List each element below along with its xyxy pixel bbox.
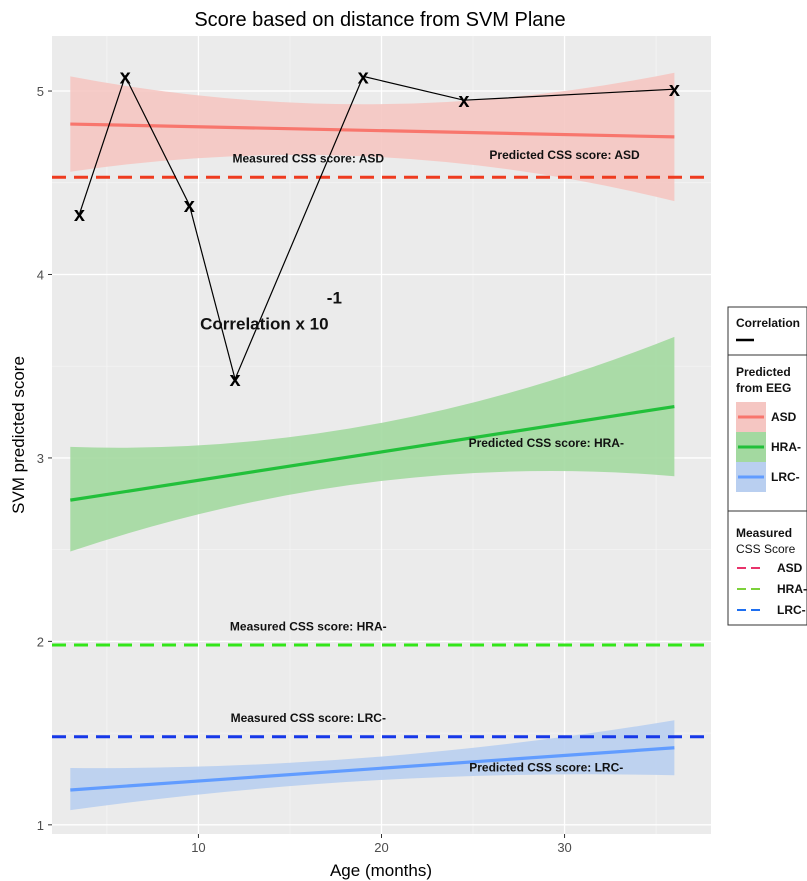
y-tick-label: 2 [37, 634, 44, 649]
ribbon-hra [70, 336, 675, 552]
x-tick-label: 20 [374, 840, 388, 855]
correlation-point: x [458, 90, 469, 112]
correlation-point: x [74, 204, 85, 226]
correlation-point: x [120, 66, 131, 88]
predicted-label-lrc: Predicted CSS score: LRC- [469, 761, 623, 775]
y-tick-label: 1 [37, 818, 44, 833]
legend-predicted-asd: ASD [771, 410, 797, 424]
measured-label-lrc: Measured CSS score: LRC- [231, 711, 386, 725]
ribbon-lrc [70, 720, 675, 811]
y-tick-label: 3 [37, 451, 44, 466]
y-tick-label: 4 [37, 267, 44, 282]
correlation-point: x [358, 66, 369, 88]
axis-ticks: 10 20 30 1 2 3 4 5 [37, 84, 572, 855]
legend-predicted-title-line2: from EEG [736, 381, 791, 395]
measured-label-hra: Measured CSS score: HRA- [230, 619, 387, 633]
legend-measured-hra: HRA- [777, 582, 807, 596]
ribbon-asd [70, 72, 675, 202]
x-axis-title: Age (months) [330, 861, 432, 880]
legend-box-correlation [727, 306, 807, 356]
correlation-line [78, 74, 675, 381]
legend-correlation: Correlation [727, 306, 807, 356]
legend-measured-asd: ASD [777, 561, 803, 575]
correlation-point: x [229, 369, 240, 391]
predicted-line-lrc [70, 746, 675, 792]
measured-label-asd: Measured CSS score: ASD [232, 152, 384, 166]
legend-measured-lrc: LRC- [777, 603, 806, 617]
predicted-label-hra: Predicted CSS score: HRA- [469, 436, 624, 450]
predicted-lines [70, 122, 675, 792]
legend-measured-title-line2: CSS Score [736, 542, 796, 556]
correlation-point: x [669, 79, 680, 101]
legend: Correlation Predicted from EEG ASD HRA- … [727, 306, 807, 626]
legend-predicted-hra: HRA- [771, 440, 801, 454]
legend-measured: Measured CSS Score ASD HRA- LRC- [727, 510, 807, 626]
correlation-series: x x x x x x x [74, 66, 680, 391]
correlation-point: x [184, 195, 195, 217]
legend-correlation-title: Correlation [736, 316, 800, 330]
predicted-line-hra [70, 404, 675, 502]
chart-title: Score based on distance from SVM Plane [194, 9, 565, 31]
y-tick-label: 5 [37, 84, 44, 99]
correlation-annotation-exponent: -1 [327, 289, 342, 308]
x-tick-label: 30 [557, 840, 571, 855]
annotation-labels: Predicted CSS score: ASD Predicted CSS sc… [200, 148, 640, 775]
legend-predicted-title-line1: Predicted [736, 365, 791, 379]
legend-measured-title-line1: Measured [736, 526, 792, 540]
predicted-line-asd [70, 122, 675, 139]
x-tick-label: 10 [191, 840, 205, 855]
y-axis-title: SVM predicted score [9, 356, 28, 514]
predicted-label-asd: Predicted CSS score: ASD [489, 148, 640, 162]
legend-predicted-lrc: LRC- [771, 470, 800, 484]
correlation-annotation: Correlation x 10 [200, 315, 329, 334]
confidence-ribbons [70, 72, 675, 811]
